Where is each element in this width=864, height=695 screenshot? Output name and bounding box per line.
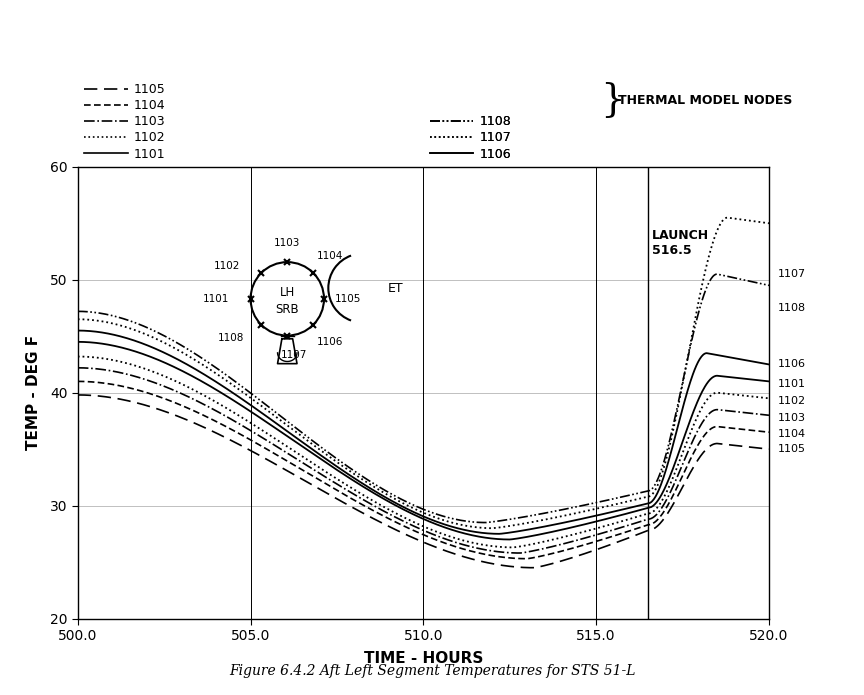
Text: 1102: 1102 xyxy=(778,395,806,406)
Text: THERMAL MODEL NODES: THERMAL MODEL NODES xyxy=(618,95,792,107)
Text: 1105: 1105 xyxy=(334,294,361,304)
Text: LH: LH xyxy=(280,286,295,299)
Legend: 1108, 1107, 1106: 1108, 1107, 1106 xyxy=(429,115,511,161)
Text: 1101: 1101 xyxy=(203,294,229,304)
Text: 1102: 1102 xyxy=(213,261,240,272)
Text: 1107: 1107 xyxy=(778,269,806,279)
Text: 1103: 1103 xyxy=(274,238,301,247)
Text: 1104: 1104 xyxy=(778,430,806,439)
Y-axis label: TEMP - DEG F: TEMP - DEG F xyxy=(27,335,41,450)
Text: Figure 6.4.2 Aft Left Segment Temperatures for STS 51-L: Figure 6.4.2 Aft Left Segment Temperatur… xyxy=(229,664,635,678)
Text: 1108: 1108 xyxy=(218,333,245,343)
Text: 1105: 1105 xyxy=(778,444,805,454)
Text: 1103: 1103 xyxy=(778,413,805,423)
Text: 1108: 1108 xyxy=(778,303,806,313)
Text: 1106: 1106 xyxy=(778,359,805,370)
Text: ET: ET xyxy=(387,281,403,295)
X-axis label: TIME - HOURS: TIME - HOURS xyxy=(364,651,483,667)
Text: 1101: 1101 xyxy=(778,379,805,389)
Text: }: } xyxy=(600,82,626,120)
Text: 1107: 1107 xyxy=(281,350,307,360)
Text: 1104: 1104 xyxy=(317,251,344,261)
Text: 1106: 1106 xyxy=(317,337,344,347)
Text: LAUNCH
516.5: LAUNCH 516.5 xyxy=(652,229,709,257)
Text: SRB: SRB xyxy=(276,303,299,316)
